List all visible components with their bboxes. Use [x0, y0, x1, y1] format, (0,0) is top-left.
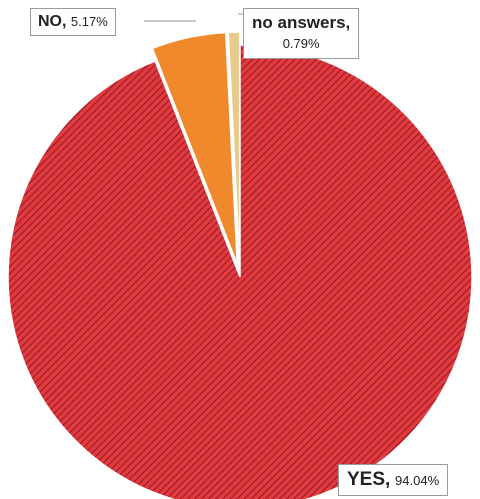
data-label-no: NO, 5.17%: [30, 8, 116, 36]
data-label-yes-category: YES: [347, 469, 386, 490]
pie-slice-yes: [7, 44, 473, 499]
pie-slice-no-answers: [227, 31, 241, 265]
leader-lines: [144, 13, 244, 22]
data-label-no-percent: 5.17%: [70, 14, 108, 29]
data-label-yes-percent: 94.04%: [395, 473, 440, 488]
data-label-yes: YES, 94.04%: [338, 464, 449, 496]
pie-slices: [7, 31, 473, 499]
data-label-no-answers-category: no answers: [252, 13, 346, 32]
pie-slice-no: [151, 31, 239, 265]
data-label-no-answers: no answers, 0.79%: [243, 8, 360, 59]
data-label-no-answers-percent: 0.79%: [282, 36, 320, 51]
data-label-no-category: NO: [38, 13, 62, 30]
